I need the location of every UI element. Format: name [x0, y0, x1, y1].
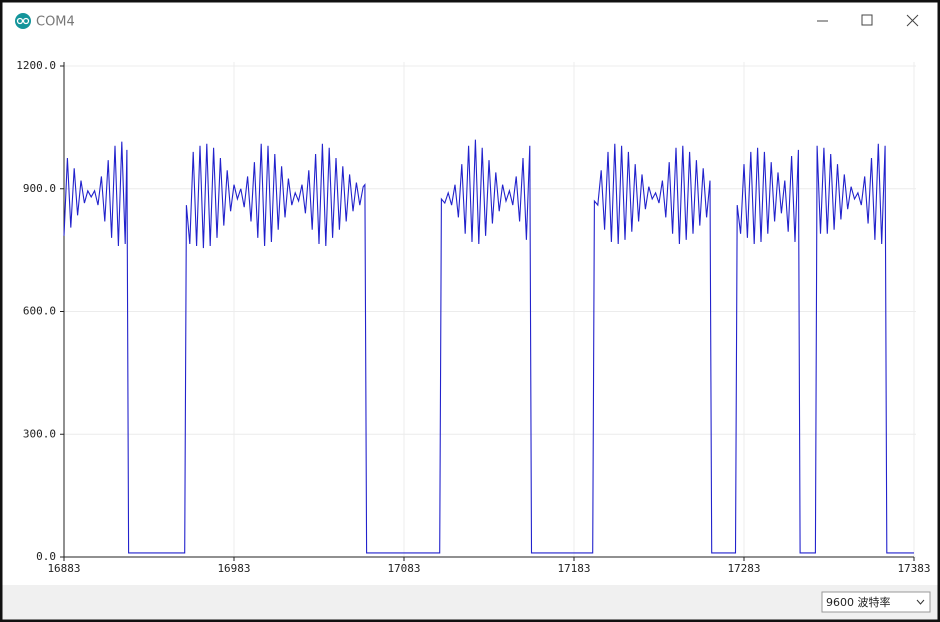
- maximize-button[interactable]: [861, 14, 873, 26]
- dropdown-arrow: [916, 599, 925, 605]
- app-icon-detail: [16, 17, 24, 25]
- x-tick-label: 17383: [897, 562, 930, 575]
- y-tick-label: 300.0: [23, 427, 56, 440]
- x-tick-label: 17183: [557, 562, 590, 575]
- y-tick-label: 0.0: [36, 550, 56, 563]
- x-tick-label: 17083: [387, 562, 420, 575]
- y-tick-label: 1200.0: [16, 59, 56, 72]
- window-title: COM4: [36, 15, 75, 30]
- data-line: [63, 139, 914, 554]
- app-icon-detail: [22, 17, 30, 25]
- bottom-bar: [0, 585, 940, 622]
- x-tick-label: 17283: [727, 562, 760, 575]
- baud-rate-label: 9600 波特率: [826, 595, 891, 609]
- x-tick-label: 16983: [217, 562, 250, 575]
- x-tick-label: 16883: [47, 562, 80, 575]
- close-button[interactable]: [906, 14, 919, 27]
- plot: 0.0 300.0 600.0 900.0 1200.0 16883 16983 17083 1…: [16, 59, 930, 575]
- y-tick-label: 600.0: [23, 305, 56, 318]
- y-tick-label: 900.0: [23, 182, 56, 195]
- baud-rate-dropdown[interactable]: [821, 591, 931, 613]
